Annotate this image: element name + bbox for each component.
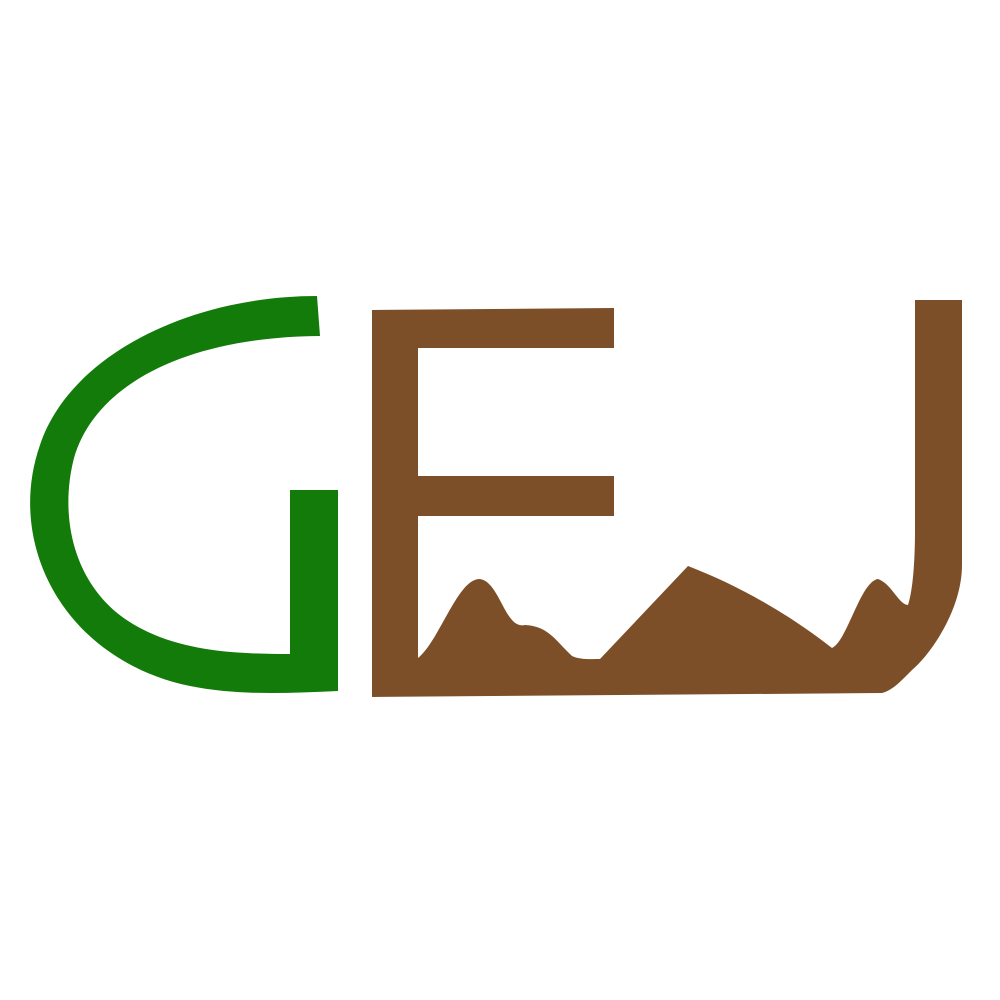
logo-letter-g (30, 296, 339, 694)
logo-letter-e-j-mountains (372, 300, 962, 697)
